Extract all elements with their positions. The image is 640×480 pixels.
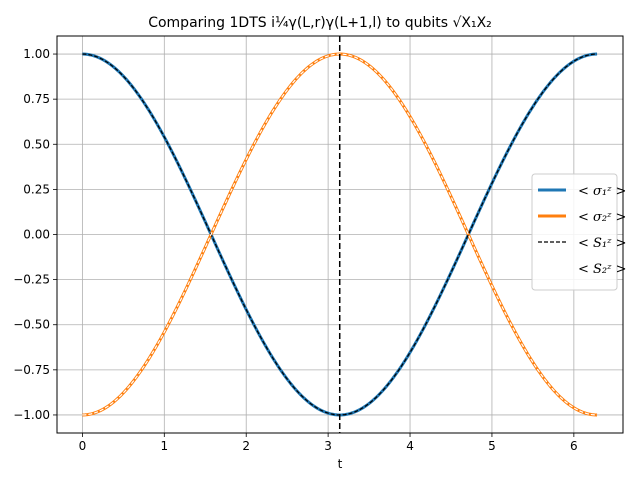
legend-label: < S₂ᶻ > [578,262,626,277]
legend: < σ₁ᶻ > < σ₂ᶻ > < S₁ᶻ > < S₂ᶻ > [531,173,626,291]
y-tick-label: 0.25 [23,182,50,196]
legend-label: < σ₁ᶻ > [578,184,626,199]
y-tick-label: 1.00 [23,47,50,61]
y-tick-label: −0.50 [13,318,50,332]
x-tick-label: 6 [570,439,578,453]
x-tick-label: 5 [488,439,496,453]
y-tick-label: −0.75 [13,363,50,377]
legend-label: < S₁ᶻ > [578,236,626,251]
y-tick-label: −1.00 [13,408,50,422]
legend-label: < σ₂ᶻ > [578,210,626,225]
x-tick-label: 2 [242,439,250,453]
ticks: 0 1 2 3 4 5 6 1.00 0.75 0.50 0.25 0.00 −0.25 −0.50 −0.… [13,47,577,453]
x-tick-label: 0 [79,439,87,453]
x-tick-label: 4 [406,439,414,453]
y-tick-label: −0.25 [13,273,50,287]
y-tick-label: 0.00 [23,228,50,242]
y-tick-label: 0.50 [23,137,50,151]
x-tick-label: 1 [160,439,168,453]
x-tick-label: 3 [324,439,332,453]
chart-title: Comparing 1DTS i¼γ(L,r)γ(L+1,l) to qubit… [148,15,492,31]
y-tick-label: 0.75 [23,92,50,106]
chart-title-text: Comparing 1DTS i¼γ(L,r)γ(L+1,l) to qubit… [148,15,492,31]
x-axis-label: t [338,457,343,471]
legend-box [531,173,618,291]
